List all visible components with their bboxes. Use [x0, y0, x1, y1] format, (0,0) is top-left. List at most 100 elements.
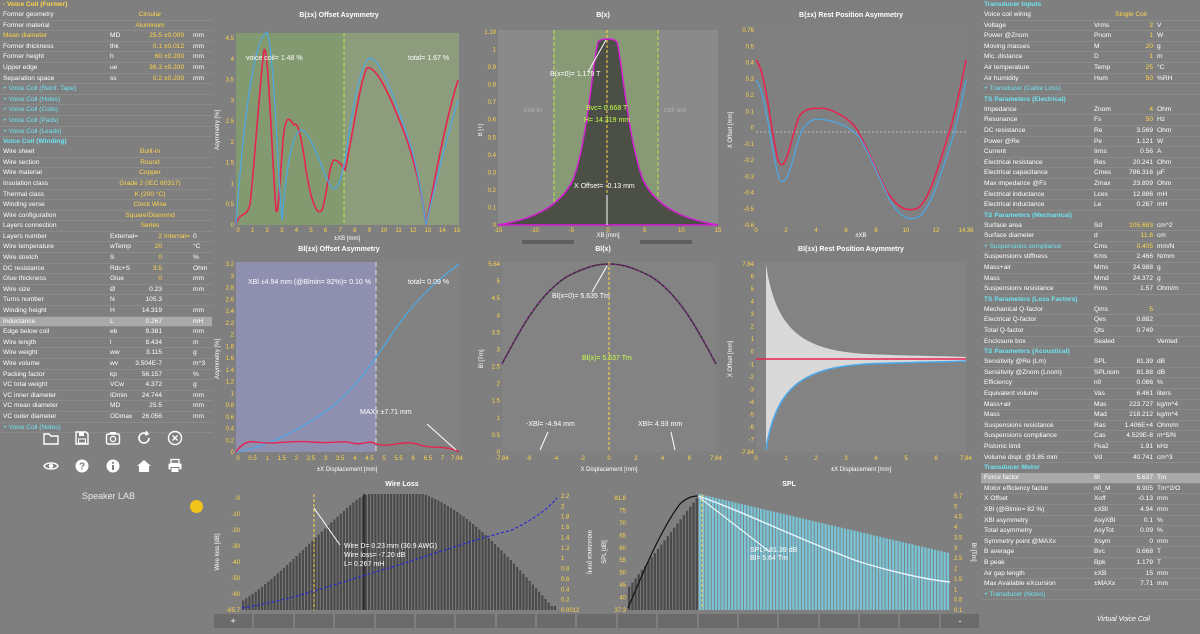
- bottom-tab[interactable]: [819, 614, 858, 628]
- close-icon[interactable]: [167, 430, 183, 446]
- parameter-row[interactable]: Power @Znom Pnom 1 W: [981, 31, 1200, 42]
- parameter-row[interactable]: Enclosure box Sealed Vented: [981, 337, 1200, 348]
- parameter-row[interactable]: Former geometry Circular: [0, 10, 212, 21]
- param-value[interactable]: 2: [1149, 21, 1153, 29]
- collapsed-section[interactable]: + Voice Coil (Pads): [0, 116, 212, 127]
- save-icon[interactable]: [74, 430, 90, 446]
- param-tolerance[interactable]: Internal=: [164, 232, 190, 240]
- parameter-row[interactable]: Layers number External= 2 Internal= 0: [0, 232, 212, 243]
- parameter-row[interactable]: Wire volume wv 3.504E-7 m^3: [0, 359, 212, 370]
- parameter-row[interactable]: Symmetry point @MAXx Xsym 0 mm: [981, 537, 1200, 548]
- param-tolerance[interactable]: ±0.000: [164, 32, 185, 40]
- parameter-row[interactable]: Air temperature Temp 25 °C: [981, 63, 1200, 74]
- parameter-row[interactable]: Electrical inductance Lces 12.886 mH: [981, 190, 1200, 201]
- camera-icon[interactable]: [105, 430, 121, 446]
- parameter-row[interactable]: Sensitivity @Znom (Lnom) SPLnom 81.88 dB: [981, 368, 1200, 379]
- param-tolerance[interactable]: ±0.200: [164, 74, 185, 82]
- section-header[interactable]: TS Parameters (Acoustical): [984, 348, 1070, 356]
- param-value[interactable]: 105.683: [1129, 221, 1153, 229]
- parameter-row[interactable]: Impedance Znom 4 Ohm: [981, 105, 1200, 116]
- param-value[interactable]: 50: [1145, 74, 1153, 82]
- param-value[interactable]: 25.5: [149, 32, 162, 40]
- param-value[interactable]: 0: [158, 275, 162, 283]
- bottom-tab[interactable]: [658, 614, 697, 628]
- section-header[interactable]: Transducer Inputs: [984, 1, 1042, 8]
- param-value[interactable]: 25: [1145, 63, 1153, 71]
- section-header[interactable]: TS Parameters (Loss Factors): [984, 295, 1078, 303]
- bottom-tab[interactable]: [294, 614, 334, 628]
- section-header[interactable]: Voice Coil (Winding): [3, 138, 67, 146]
- parameter-row[interactable]: Wire weight ww 3.115 g: [0, 348, 212, 359]
- bottom-tab[interactable]: [456, 614, 495, 628]
- parameter-row[interactable]: Air humidity Hum 50 %RH: [981, 74, 1200, 85]
- bottom-tab[interactable]: [335, 614, 374, 628]
- collapsed-section[interactable]: + Voice Coil (Leads): [0, 127, 212, 138]
- print-icon[interactable]: [167, 458, 183, 474]
- parameter-row[interactable]: Upper edge ue 36.3 ±0.200 mm: [0, 63, 212, 74]
- param-value[interactable]: Single Coil: [1115, 11, 1147, 18]
- parameter-row[interactable]: Sensitivity @Re (Lm) SPL 81.39 dB: [981, 357, 1200, 368]
- param-value[interactable]: Clock Wise: [133, 201, 167, 209]
- parameter-row[interactable]: Wire configuration Square/Diamond: [0, 211, 212, 222]
- parameter-row[interactable]: Packing factor kp 56.157%: [0, 370, 212, 381]
- parameter-row[interactable]: Voltage Vrms 2 V: [981, 21, 1200, 32]
- parameter-row[interactable]: DC resistance Re 3.569 Ohm: [981, 126, 1200, 137]
- parameter-row[interactable]: Edge below coil eb 9.381 mm: [0, 327, 212, 338]
- bottom-tab[interactable]: [577, 614, 616, 628]
- parameter-row[interactable]: Voice coil wiring Single Coil: [981, 10, 1200, 21]
- parameter-row[interactable]: Moving masses M 20 g: [981, 42, 1200, 53]
- bottom-tab[interactable]: [860, 614, 899, 628]
- bottom-tab[interactable]: [900, 614, 939, 628]
- parameter-row[interactable]: Max impedance @Fs Zmax 23.809 Ohm: [981, 179, 1200, 190]
- parameter-row[interactable]: Wire size Ø 0.23 mm: [0, 285, 212, 296]
- parameter-row[interactable]: B average Bvc 0.668 T: [981, 547, 1200, 558]
- param-value[interactable]: 11.6: [1140, 232, 1153, 240]
- param-value[interactable]: 0.1: [152, 42, 162, 50]
- parameter-row[interactable]: Force factor Bl 5.637 Tm: [981, 473, 1200, 484]
- range-bar-right[interactable]: [640, 240, 692, 244]
- parameter-row[interactable]: Mass+air Mms 24.988 g: [981, 263, 1200, 274]
- parameter-row[interactable]: VC total weight VCw 4.372 g: [0, 380, 212, 391]
- parameter-row[interactable]: Max Available eXcursion ±MAXx 7.71 mm: [981, 579, 1200, 590]
- parameter-row[interactable]: Insulation class Grade 2 (IEC 60317): [0, 179, 212, 190]
- bottom-tab[interactable]: -: [940, 614, 980, 628]
- parameter-row[interactable]: Glue thickness Glue 0 mm: [0, 274, 212, 285]
- section-header[interactable]: Transducer Motor: [984, 464, 1040, 472]
- param-value[interactable]: Circular: [138, 11, 162, 18]
- bottom-tab[interactable]: [496, 614, 535, 628]
- param-value[interactable]: 0.2: [152, 74, 162, 82]
- parameter-row[interactable]: Mass Mad 218.212 kg/m^4: [981, 410, 1200, 421]
- param-value[interactable]: Square/Diamond: [125, 211, 175, 219]
- param-value[interactable]: Grade 2 (IEC 60317): [119, 179, 181, 187]
- param-value[interactable]: Copper: [139, 169, 161, 177]
- parameter-row[interactable]: Surface diameter d 11.6 cm: [981, 231, 1200, 242]
- parameter-row[interactable]: Suspensions resistance Rms 1.57 Ohm/m: [981, 284, 1200, 295]
- section-header[interactable]: - Voice Coil (Former): [3, 1, 68, 8]
- param-value[interactable]: Series: [140, 222, 160, 230]
- param-value[interactable]: Built-in: [139, 148, 161, 156]
- parameter-row[interactable]: Electrical inductance Le 0.267 mH: [981, 200, 1200, 211]
- parameter-row[interactable]: XBl (@Blmin= 82 %) ±XBl 4.94 mm: [981, 505, 1200, 516]
- parameter-row[interactable]: Wire temperature wTemp 20 °C: [0, 242, 212, 254]
- parameter-row[interactable]: Former material Aluminum: [0, 21, 212, 32]
- collapsed-section[interactable]: + Voice Coil (Holes): [0, 95, 212, 106]
- parameter-row[interactable]: Total asymmetry AsyTot 0.09%: [981, 526, 1200, 537]
- parameter-row[interactable]: Resonance Fs 50 Hz: [981, 115, 1200, 126]
- collapsed-section[interactable]: + Voice Coil (Reinf. Tape): [0, 84, 212, 95]
- bottom-tab[interactable]: [617, 614, 657, 628]
- parameter-row[interactable]: Mass+air Mas 223.727 kg/m^4: [981, 400, 1200, 411]
- parameter-row[interactable]: Efficiency n0 0.086%: [981, 378, 1200, 389]
- home-icon[interactable]: [136, 458, 152, 474]
- param-tolerance[interactable]: ±0.200: [164, 63, 185, 71]
- parameter-row[interactable]: Mass Mmd 24.372 g: [981, 274, 1200, 285]
- param-value[interactable]: 20: [1145, 42, 1153, 50]
- parameter-row[interactable]: VC mean diameter MD 25.5 mm: [0, 401, 212, 412]
- range-bar-left[interactable]: [522, 240, 574, 244]
- parameter-row[interactable]: Thermal class K (200 °C): [0, 190, 212, 201]
- folder-open-icon[interactable]: [43, 430, 59, 446]
- parameter-row[interactable]: Pistonic limit Fka2 1.91 kHz: [981, 442, 1200, 453]
- parameter-row[interactable]: X Offset Xoff -0.13 mm: [981, 494, 1200, 505]
- param-value[interactable]: 1: [1149, 32, 1153, 40]
- parameter-row[interactable]: Wire section Round: [0, 158, 212, 169]
- param-value[interactable]: 3.5: [152, 264, 162, 272]
